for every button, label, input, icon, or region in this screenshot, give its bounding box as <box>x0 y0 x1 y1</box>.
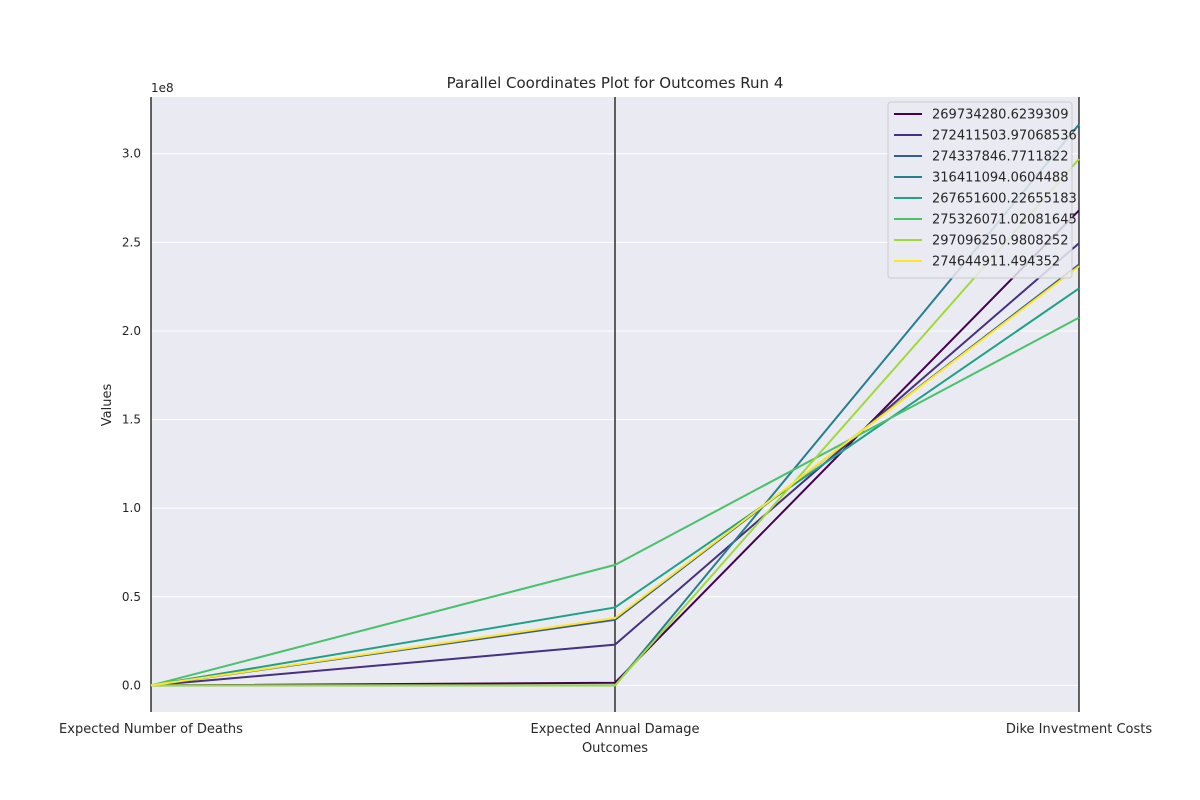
chart-title: Parallel Coordinates Plot for Outcomes R… <box>447 74 784 92</box>
series-line <box>150 242 1080 687</box>
x-axis-label: Outcomes <box>582 741 648 756</box>
legend-entry: 297096250.9808252 <box>932 234 1068 249</box>
legend-entry: 275326071.02081645 <box>932 213 1077 228</box>
series-line <box>150 316 1080 687</box>
vertical-axes <box>150 97 1080 712</box>
legend-entry: 316411094.0604488 <box>932 171 1068 186</box>
y-offset-text: 1e8 <box>151 81 174 95</box>
legend-entry: 274644911.494352 <box>932 255 1060 270</box>
y-tick-label: 0.5 <box>122 590 141 604</box>
x-tick-label: Expected Number of Deaths <box>59 722 243 737</box>
x-tick-labels: Expected Number of Deaths Expected Annual… <box>59 722 1152 737</box>
y-tick-label: 0.0 <box>122 678 141 692</box>
series-line <box>151 158 1080 687</box>
y-axis-label: Values <box>100 384 115 427</box>
y-tick-label: 2.5 <box>122 235 141 249</box>
legend-entry: 272411503.97068536 <box>932 129 1077 144</box>
y-tick-label: 3.0 <box>122 147 141 161</box>
legend-entry: 274337846.7711822 <box>932 150 1068 165</box>
legend: 269734280.6239309 272411503.97068536 27433… <box>887 101 1077 279</box>
x-tick-label: Dike Investment Costs <box>1006 722 1152 737</box>
y-tick-label: 1.0 <box>122 501 141 515</box>
series-lines <box>150 123 1080 687</box>
y-tick-labels: 0.0 0.5 1.0 1.5 2.0 2.5 3.0 <box>122 147 141 693</box>
series-line <box>150 265 1080 687</box>
series-line <box>150 287 1080 687</box>
legend-entry: 269734280.6239309 <box>932 108 1068 123</box>
x-tick-label: Expected Annual Damage <box>531 722 700 737</box>
y-tick-label: 1.5 <box>122 413 141 427</box>
legend-box <box>887 101 1073 279</box>
legend-entry: 267651600.22655183 <box>932 192 1077 207</box>
y-tick-label: 2.0 <box>122 324 141 338</box>
